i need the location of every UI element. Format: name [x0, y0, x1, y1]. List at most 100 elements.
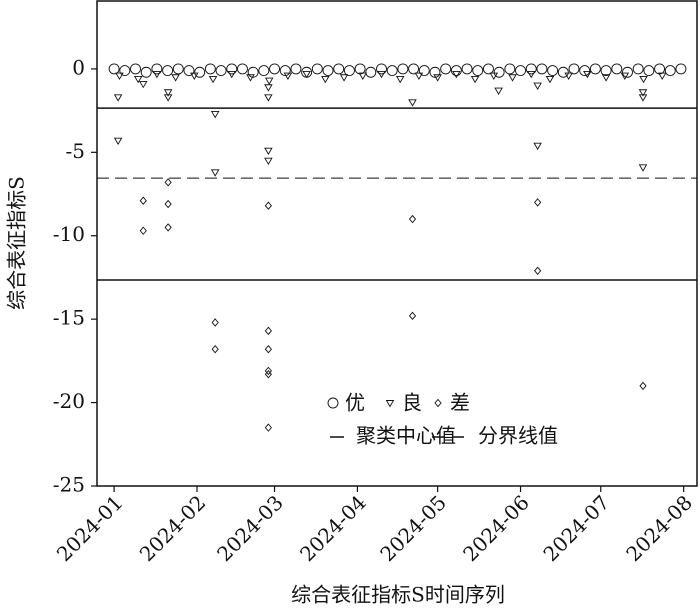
point [408, 63, 420, 75]
point [264, 147, 273, 156]
point [408, 99, 417, 107]
point [226, 63, 238, 75]
point [140, 66, 152, 78]
point [408, 214, 417, 224]
x-tick-label: 2024-02 [135, 490, 211, 566]
point [264, 326, 272, 336]
point [664, 65, 676, 77]
point [377, 70, 386, 79]
point [365, 66, 377, 78]
y-tick-label: -25 [53, 473, 85, 497]
point [246, 74, 255, 82]
point [433, 74, 442, 82]
point [333, 63, 345, 75]
point [545, 75, 555, 84]
point [654, 63, 666, 75]
point [208, 75, 218, 84]
legend-label: 分界线值 [478, 424, 558, 448]
x-tick-label: 2024-07 [538, 490, 614, 566]
point [283, 72, 293, 80]
point [194, 66, 206, 78]
point [395, 75, 405, 84]
point [461, 63, 473, 75]
point [164, 223, 172, 232]
point [482, 63, 494, 75]
point [489, 72, 499, 80]
point [526, 70, 536, 79]
point [639, 75, 648, 84]
point [429, 66, 441, 78]
point [115, 72, 124, 80]
point [164, 199, 172, 209]
point [264, 201, 272, 210]
point [151, 63, 163, 75]
point [354, 63, 366, 75]
point [162, 65, 174, 77]
point [589, 63, 601, 75]
point [638, 94, 648, 102]
point [264, 370, 272, 379]
point [247, 66, 259, 78]
point [343, 65, 355, 77]
point [386, 65, 398, 77]
legend-label: 聚类中心值 [356, 424, 456, 448]
legend-marker [434, 398, 442, 408]
point [622, 66, 633, 78]
point [264, 345, 272, 354]
point [358, 72, 368, 80]
point [639, 381, 647, 391]
point [269, 63, 280, 75]
point [534, 266, 542, 275]
point [215, 65, 227, 77]
point [113, 137, 123, 146]
y-tick-label: -15 [53, 306, 85, 330]
point [376, 63, 387, 75]
legend-label: 良 [402, 391, 422, 415]
point [138, 80, 148, 89]
point [321, 75, 330, 84]
legend-label: 差 [450, 391, 470, 415]
point [302, 70, 311, 79]
point [504, 63, 516, 75]
point [568, 63, 580, 75]
point [675, 63, 687, 75]
point [264, 423, 272, 432]
point [264, 366, 272, 376]
point [440, 63, 452, 75]
point [557, 66, 569, 78]
point [119, 65, 131, 77]
point [264, 157, 273, 166]
point [564, 72, 573, 80]
point [279, 65, 291, 77]
y-tick-label: -5 [66, 139, 85, 163]
point [264, 94, 273, 102]
point [211, 345, 219, 354]
point [418, 65, 430, 77]
point [183, 65, 195, 77]
x-tick-label: 2024-08 [621, 490, 697, 566]
point [657, 72, 667, 80]
point [533, 142, 542, 151]
x-tick-label: 2024-01 [52, 490, 128, 566]
y-tick-label: -10 [53, 222, 85, 246]
point [494, 87, 503, 95]
point [536, 63, 548, 75]
point [264, 77, 274, 85]
point [472, 65, 484, 77]
point [638, 89, 648, 97]
x-tick-label: 2024-04 [295, 490, 371, 566]
point [600, 65, 612, 77]
point [133, 75, 143, 84]
y-axis-label: 综合表征指标S [5, 176, 29, 310]
point [579, 65, 591, 77]
point [515, 65, 526, 77]
point [163, 89, 173, 97]
point [339, 74, 349, 82]
point [611, 63, 623, 75]
point [190, 72, 199, 80]
point [152, 70, 162, 79]
point [620, 72, 630, 80]
point [227, 70, 237, 79]
plot-frame [96, 0, 698, 487]
point [113, 94, 123, 102]
